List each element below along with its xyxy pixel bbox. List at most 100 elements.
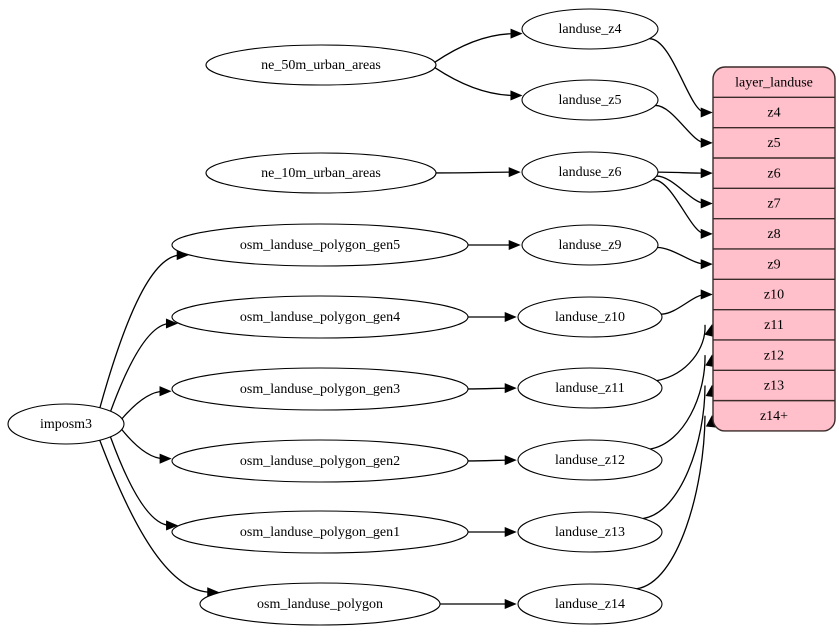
edge-arrowhead [504,383,517,394]
edge-path [655,104,706,144]
node-shape[interactable] [171,439,469,483]
edge-ne_10m_urban_areas-to-landuse_z6 [435,167,521,178]
edge-landuse_z10-to-z10 [661,289,713,315]
node-label: landuse_z10 [555,310,625,325]
edge-arrowhead [159,386,172,397]
node-label: landuse_z5 [559,93,622,108]
node-landuse_z14[interactable]: landuse_z14 [517,583,663,625]
table-header-label: layer_landuse [735,75,813,90]
node-shape[interactable] [171,223,469,267]
edge-landuse_z9-to-z9 [657,246,713,270]
node-osm_landuse_polygon_gen1[interactable]: osm_landuse_polygon_gen1 [171,510,469,554]
edge-arrowhead [700,107,713,118]
node-label: osm_landuse_polygon_gen2 [240,454,400,469]
edge-path [434,32,515,63]
table-row[interactable]: z12 [713,340,835,370]
edge-path [657,171,706,174]
edge-imposm3-to-osm_landuse_polygon_gen1 [109,436,179,531]
node-osm_landuse_polygon_gen2[interactable]: osm_landuse_polygon_gen2 [171,439,469,483]
table-row[interactable]: z11 [713,310,835,340]
edge-arrowhead [504,598,517,610]
node-label: landuse_z12 [555,453,625,468]
node-shape[interactable] [205,152,437,194]
edge-arrowhead [510,28,523,39]
node-label: landuse_z4 [559,22,622,37]
edge-arrowhead [700,259,713,270]
table-layer-landuse[interactable]: layer_landuse z4 z5 z6 z7 z8 z9 z10 z11 z12 z13 z14… [712,66,836,432]
node-shape[interactable] [517,439,663,481]
edge-landuse_z5-to-z5 [655,104,713,148]
edge-landuse_z14-to-z14+ [636,415,716,590]
node-shape[interactable] [7,403,125,445]
node-shape[interactable] [521,224,659,266]
node-landuse_z11[interactable]: landuse_z11 [517,367,663,409]
node-shape[interactable] [171,295,469,339]
edge-landuse_z4-to-z4 [649,38,713,118]
node-landuse_z10[interactable]: landuse_z10 [517,296,663,338]
node-label: landuse_z11 [555,381,624,396]
node-osm_landuse_polygon_gen5[interactable]: osm_landuse_polygon_gen5 [171,223,469,267]
edge-path [649,38,706,114]
node-shape[interactable] [517,296,663,338]
node-landuse_z4[interactable]: landuse_z4 [521,8,659,50]
edge-path [636,415,706,590]
node-osm_landuse_polygon_gen3[interactable]: osm_landuse_polygon_gen3 [171,367,469,411]
nodes-layer: imposm3 ne_50m_urban_areas ne_10m_urban_ar… [7,8,663,626]
node-shape[interactable] [521,8,659,50]
node-shape[interactable] [521,151,659,193]
edge-osm_landuse_polygon_gen2-to-landuse_z12 [467,455,517,466]
node-label: landuse_z9 [559,238,622,253]
table-row[interactable]: z14+ [713,401,835,431]
node-landuse_z12[interactable]: landuse_z12 [517,439,663,481]
edge-arrowhead [159,453,172,464]
node-imposm3[interactable]: imposm3 [7,403,125,445]
node-shape[interactable] [205,44,437,86]
edge-path [434,67,515,97]
node-osm_landuse_polygon_gen4[interactable]: osm_landuse_polygon_gen4 [171,295,469,339]
node-landuse_z13[interactable]: landuse_z13 [517,511,663,553]
node-label: osm_landuse_polygon_gen3 [240,382,400,397]
table-row[interactable]: z8 [713,219,835,249]
node-shape[interactable] [517,367,663,409]
node-label: imposm3 [40,417,92,432]
table-row-label: z9 [767,257,780,272]
edge-imposm3-to-osm_landuse_polygon_gen2 [121,429,172,464]
node-shape[interactable] [517,511,663,553]
edge-path [657,246,706,265]
table-row[interactable]: z7 [713,188,835,218]
table-row[interactable]: z10 [713,279,835,309]
node-label: osm_landuse_polygon [257,597,383,612]
edge-path [661,293,706,315]
node-shape[interactable] [521,79,659,121]
table-row-label: z11 [764,318,784,333]
node-shape[interactable] [171,367,469,411]
edge-arrowhead [700,137,713,148]
node-shape[interactable] [517,583,663,625]
table-row[interactable]: z5 [713,128,835,158]
node-landuse_z9[interactable]: landuse_z9 [521,224,659,266]
table-row[interactable]: z13 [713,370,835,400]
node-ne_50m_urban_areas[interactable]: ne_50m_urban_areas [205,44,437,86]
node-landuse_z5[interactable]: landuse_z5 [521,79,659,121]
edge-imposm3-to-osm_landuse_polygon_gen4 [110,318,179,412]
table-row[interactable]: z9 [713,249,835,279]
table-header: layer_landuse [735,75,813,90]
node-label: landuse_z14 [555,597,625,612]
node-shape[interactable] [199,582,441,626]
node-landuse_z6[interactable]: landuse_z6 [521,151,659,193]
node-label: osm_landuse_polygon_gen5 [240,238,400,253]
edge-arrowhead [508,239,521,251]
node-osm_landuse_polygon[interactable]: osm_landuse_polygon [199,582,441,626]
table-row[interactable]: z6 [713,158,835,188]
node-shape[interactable] [171,510,469,554]
edge-arrowhead [700,289,713,300]
table-row-label: z7 [767,197,780,212]
edge-arrowhead [504,526,517,538]
table-row[interactable]: z4 [713,97,835,127]
node-label: landuse_z13 [555,525,625,540]
edge-arrowhead [504,455,517,466]
node-ne_10m_urban_areas[interactable]: ne_10m_urban_areas [205,152,437,194]
edge-path [109,436,171,527]
edge-arrowhead [700,168,713,179]
table-row-label: z8 [767,227,780,242]
